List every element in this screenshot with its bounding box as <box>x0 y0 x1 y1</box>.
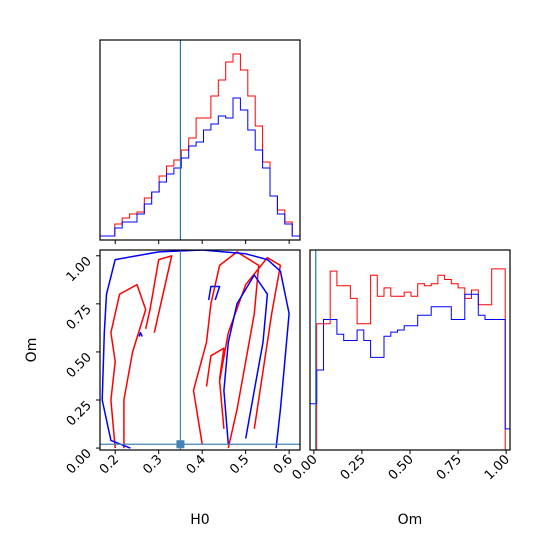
x-tick-label: 0.2 <box>97 452 122 477</box>
x-tick-label: 0.75 <box>434 452 465 483</box>
truth-marker <box>176 440 185 449</box>
om-marginal-panel: 0.00 0.25 0.50 0.75 1.00 <box>290 249 513 483</box>
histogram-series-1 <box>310 293 510 430</box>
histogram-series-0 <box>100 53 300 237</box>
histogram-series-1 <box>100 97 300 237</box>
joint-contour-panel: 0.2 0.3 0.4 0.5 0.60.000.250.500.751.00 <box>64 249 301 477</box>
x-tick-label: 0.3 <box>140 452 165 477</box>
contour-series-1-level-2 <box>207 285 221 301</box>
y-tick-label: 0.75 <box>64 302 95 333</box>
y-tick-label: 0.25 <box>64 398 95 429</box>
contour-series-1-level-1 <box>223 274 269 445</box>
axes-frame <box>99 39 301 241</box>
contour-series-1-level-0 <box>101 250 290 449</box>
y-axis-label-om: Om <box>24 338 40 363</box>
histogram-series-0 <box>310 268 510 451</box>
x-axis-label-om: Om <box>398 512 423 528</box>
contour-series-1-level-3 <box>138 331 143 337</box>
y-tick-label: 0.50 <box>64 350 95 381</box>
x-tick-label: 0.25 <box>338 452 369 483</box>
contour-group <box>101 250 290 449</box>
contour-series-0-level-2 <box>218 256 282 429</box>
contour-series-0-level-0 <box>110 283 147 449</box>
y-tick-label: 1.00 <box>64 254 95 285</box>
x-tick-label: 0.5 <box>227 452 252 477</box>
x-tick-label: 0.00 <box>290 452 321 483</box>
contour-series-0-level-1 <box>192 251 260 449</box>
x-tick-label: 0.50 <box>386 452 417 483</box>
axes-frame <box>309 249 511 451</box>
contour-series-0-level-4 <box>144 255 173 333</box>
h0-marginal-panel <box>99 39 301 244</box>
y-tick-label: 0.00 <box>64 446 95 477</box>
contour-series-0-level-3 <box>205 347 225 387</box>
x-tick-label: 0.4 <box>184 452 209 477</box>
axes-frame <box>99 249 301 451</box>
x-axis-label-h0: H0 <box>190 512 209 528</box>
x-tick-label: 1.00 <box>482 452 513 483</box>
